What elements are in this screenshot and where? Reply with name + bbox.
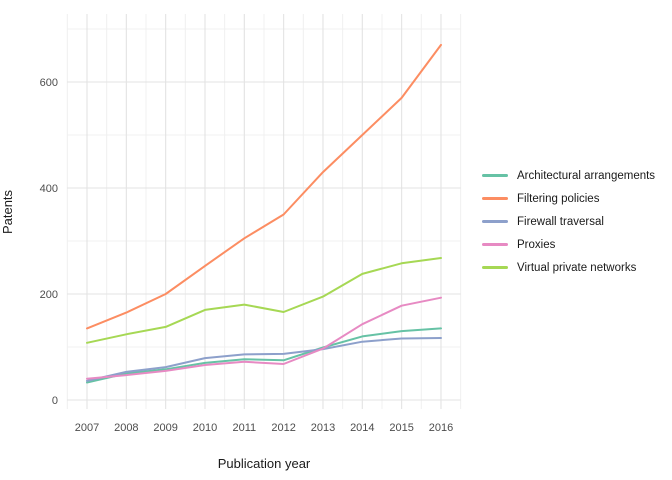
- series-line-architectural-arrangements: [86, 327, 442, 384]
- legend-row-architectural-arrangements: Architectural arrangements: [482, 164, 655, 187]
- legend-key-line-filtering-policies: [482, 197, 508, 200]
- legend-label: Architectural arrangements: [517, 169, 656, 182]
- series-line-proxies: [86, 296, 442, 380]
- legend-row-proxies: Proxies: [482, 233, 655, 256]
- x-tick-label: 2008: [114, 422, 138, 434]
- series-line-firewall-traversal: [86, 337, 442, 382]
- series-line-virtual-private-networks: [86, 257, 442, 344]
- x-tick-label: 2016: [429, 422, 453, 434]
- x-tick-label: 2009: [153, 422, 177, 434]
- series-line-filtering-policies: [86, 43, 442, 330]
- legend-label: Proxies: [517, 238, 556, 251]
- legend-row-firewall-traversal: Firewall traversal: [482, 210, 655, 233]
- y-tick-label: 400: [40, 183, 58, 195]
- legend-key-line-virtual-private-networks: [482, 266, 508, 269]
- x-tick-label: 2014: [350, 422, 374, 434]
- y-tick-label: 600: [40, 77, 58, 89]
- legend-label: Firewall traversal: [517, 215, 604, 228]
- x-axis-title: Publication year: [217, 456, 311, 471]
- x-tick-label: 2010: [193, 422, 217, 434]
- y-tick-label: 0: [52, 395, 58, 407]
- legend-key-line-firewall-traversal: [482, 220, 508, 223]
- legend-label: Filtering policies: [517, 192, 600, 205]
- legend-key-line-architectural-arrangements: [482, 174, 508, 177]
- x-tick-label: 2012: [271, 422, 295, 434]
- x-tick-label: 2007: [75, 422, 99, 434]
- legend: Architectural arrangements Filtering poli…: [482, 164, 655, 279]
- y-tick-label: 200: [40, 289, 58, 301]
- x-tick-label: 2011: [232, 422, 256, 434]
- legend-row-filtering-policies: Filtering policies: [482, 187, 655, 210]
- x-tick-label: 2015: [389, 422, 413, 434]
- legend-row-virtual-private-networks: Virtual private networks: [482, 256, 655, 279]
- x-tick-label: 2013: [311, 422, 335, 434]
- y-axis-title: Patents: [0, 189, 15, 235]
- legend-key-line-proxies: [482, 243, 508, 246]
- legend-label: Virtual private networks: [517, 261, 637, 274]
